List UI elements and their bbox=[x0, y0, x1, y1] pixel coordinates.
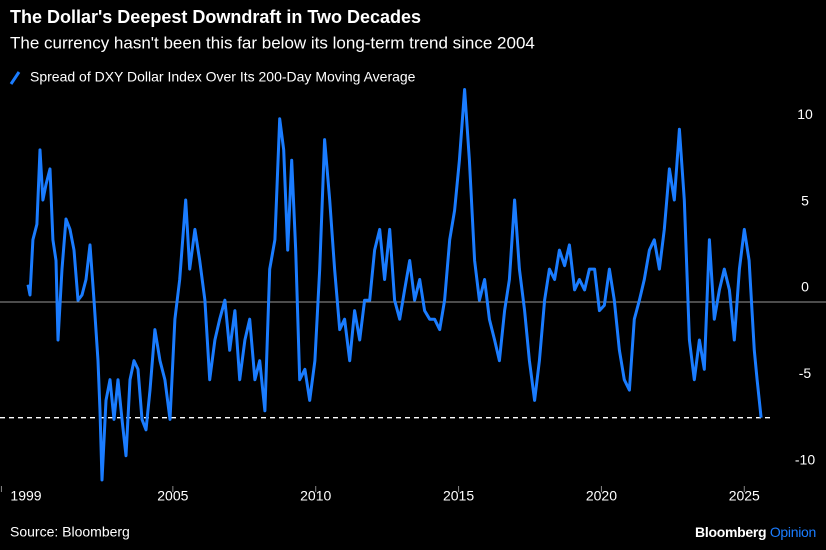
y-tick-label: -5 bbox=[799, 365, 812, 381]
y-tick-label: 5 bbox=[801, 192, 809, 208]
source: Source: Bloomberg bbox=[10, 524, 130, 540]
chart-subtitle: The currency hasn't been this far below … bbox=[10, 33, 535, 52]
y-tick-label: 10 bbox=[797, 106, 813, 122]
chart-title: The Dollar's Deepest Downdraft in Two De… bbox=[10, 7, 421, 27]
legend-swatch bbox=[9, 71, 21, 85]
brand-suffix: Opinion bbox=[770, 524, 816, 540]
x-tick-label: 2010 bbox=[300, 488, 331, 504]
y-tick-label: 0 bbox=[801, 279, 809, 295]
y-tick-label: -10 bbox=[795, 451, 815, 467]
x-tick-label: 2020 bbox=[586, 488, 617, 504]
series-line bbox=[26, 88, 763, 482]
x-tick-label: 2005 bbox=[157, 488, 188, 504]
brand-name: Bloomberg bbox=[695, 524, 766, 540]
brand: Bloomberg Opinion bbox=[695, 524, 816, 540]
x-tick-label: 2015 bbox=[443, 488, 474, 504]
legend-label: Spread of DXY Dollar Index Over Its 200-… bbox=[30, 69, 416, 85]
x-tick-label: 1999 bbox=[10, 488, 41, 504]
x-tick-label: 2025 bbox=[729, 488, 760, 504]
